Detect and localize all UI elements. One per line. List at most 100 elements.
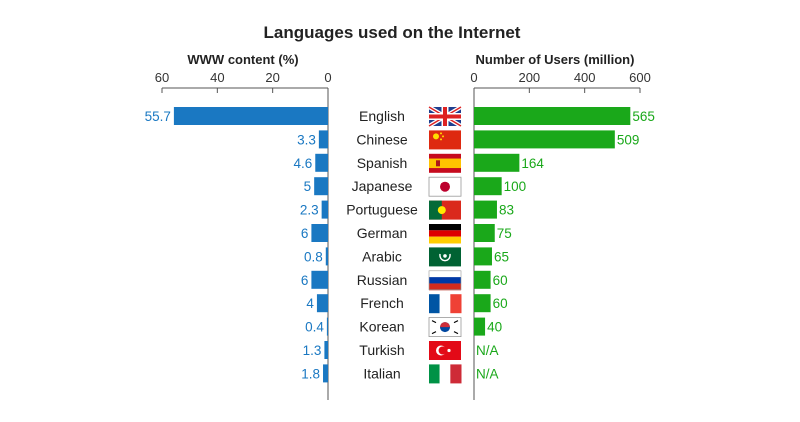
china-flag-icon (429, 130, 461, 150)
left-bar-value-label: 3.3 (297, 132, 316, 147)
right-bar-value-label: 40 (487, 320, 502, 335)
category-label: Arabic (362, 248, 402, 264)
left-bar (324, 341, 328, 359)
chart-title: Languages used on the Internet (264, 23, 521, 42)
category-label: Korean (359, 319, 404, 335)
left-bar (311, 224, 328, 242)
right-bar (474, 153, 520, 172)
flag-part (433, 133, 439, 140)
flag-part (439, 294, 451, 314)
flag-part (438, 346, 447, 355)
korea-flag-icon (428, 317, 462, 338)
flag-part (429, 283, 461, 291)
right-bar (474, 294, 491, 313)
flag-part (429, 236, 461, 244)
flag-part (429, 130, 461, 150)
flag-part (450, 294, 462, 314)
flag-part (428, 317, 462, 338)
turkey-flag-icon (429, 341, 461, 360)
right-bar-value-label: 83 (499, 203, 514, 218)
left-bar (316, 294, 328, 313)
flag-part (429, 200, 442, 220)
flag-part (429, 277, 461, 284)
flag-part (429, 294, 440, 314)
left-tick-label: 20 (265, 70, 279, 85)
japan-flag-icon (428, 176, 462, 197)
left-bar-value-label: 6 (301, 273, 309, 288)
left-bar-value-label: 1.3 (303, 343, 322, 358)
left-bar-value-label: 2.3 (300, 203, 319, 218)
right-bar-value-label: N/A (476, 343, 499, 358)
flag-part (429, 158, 461, 169)
left-bar (321, 200, 328, 219)
category-label: Italian (363, 365, 400, 381)
arabic-flag-icon (429, 247, 461, 267)
portugal-flag-icon (429, 200, 461, 220)
flag-part (440, 138, 442, 141)
left-bar (318, 130, 328, 149)
right-bar-value-label: 100 (504, 179, 527, 194)
left-bar (325, 247, 328, 266)
left-panel-title: WWW content (%) (187, 52, 298, 67)
flag-part (428, 176, 462, 197)
left-bar (315, 153, 328, 172)
right-bar-value-label: 565 (632, 109, 655, 124)
left-bar (311, 270, 328, 289)
category-label: Russian (357, 272, 408, 288)
right-bar-value-label: 75 (497, 226, 512, 241)
flag-part (429, 114, 461, 119)
category-label: Japanese (352, 178, 413, 194)
category-label: English (359, 108, 405, 124)
flag-part (440, 322, 450, 328)
category-label: French (360, 295, 404, 311)
right-tick-label: 600 (629, 70, 651, 85)
flag-part (443, 254, 447, 258)
flag-part (429, 230, 461, 237)
russia-flag-icon (428, 270, 462, 291)
right-bar (474, 270, 491, 289)
left-bar-value-label: 0.8 (304, 249, 323, 264)
left-bar-value-label: 1.8 (301, 366, 320, 381)
left-bar-value-label: 4 (306, 296, 314, 311)
left-bar-value-label: 0.4 (305, 320, 324, 335)
right-bar (474, 130, 615, 149)
left-bar-value-label: 5 (304, 179, 312, 194)
right-bar-value-label: 164 (521, 156, 544, 171)
right-bar-value-label: 60 (493, 296, 508, 311)
flag-part (437, 206, 446, 215)
left-bar-value-label: 4.6 (293, 156, 312, 171)
italy-flag-icon (429, 364, 462, 384)
right-bar (474, 247, 492, 266)
category-label: Portuguese (346, 202, 418, 218)
right-bar-value-label: N/A (476, 366, 499, 381)
left-bar (314, 177, 328, 196)
flag-part (442, 135, 444, 138)
right-bar-value-label: 60 (493, 273, 508, 288)
category-label: Chinese (356, 131, 408, 147)
left-bar-value-label: 55.7 (145, 109, 171, 124)
flag-part (429, 270, 461, 278)
flag-part (436, 160, 440, 167)
left-bar (323, 364, 328, 383)
flag-part (429, 224, 461, 231)
right-bar-value-label: 65 (494, 249, 509, 264)
flag-part (447, 348, 451, 353)
flag-part (431, 320, 459, 335)
right-bar (474, 200, 497, 219)
spain-flag-icon (429, 153, 461, 173)
left-tick-label: 40 (210, 70, 224, 85)
uk-flag-icon (427, 105, 463, 128)
right-bar (474, 224, 495, 242)
flag-part (439, 253, 451, 262)
left-bar (173, 107, 328, 125)
flag-part (428, 270, 462, 291)
flag-part (429, 364, 440, 384)
flag-part (440, 132, 442, 135)
right-tick-label: 200 (518, 70, 540, 85)
right-bar (474, 317, 486, 336)
category-label: Turkish (359, 342, 404, 358)
right-tick-label: 400 (574, 70, 596, 85)
left-tick-label: 60 (155, 70, 169, 85)
